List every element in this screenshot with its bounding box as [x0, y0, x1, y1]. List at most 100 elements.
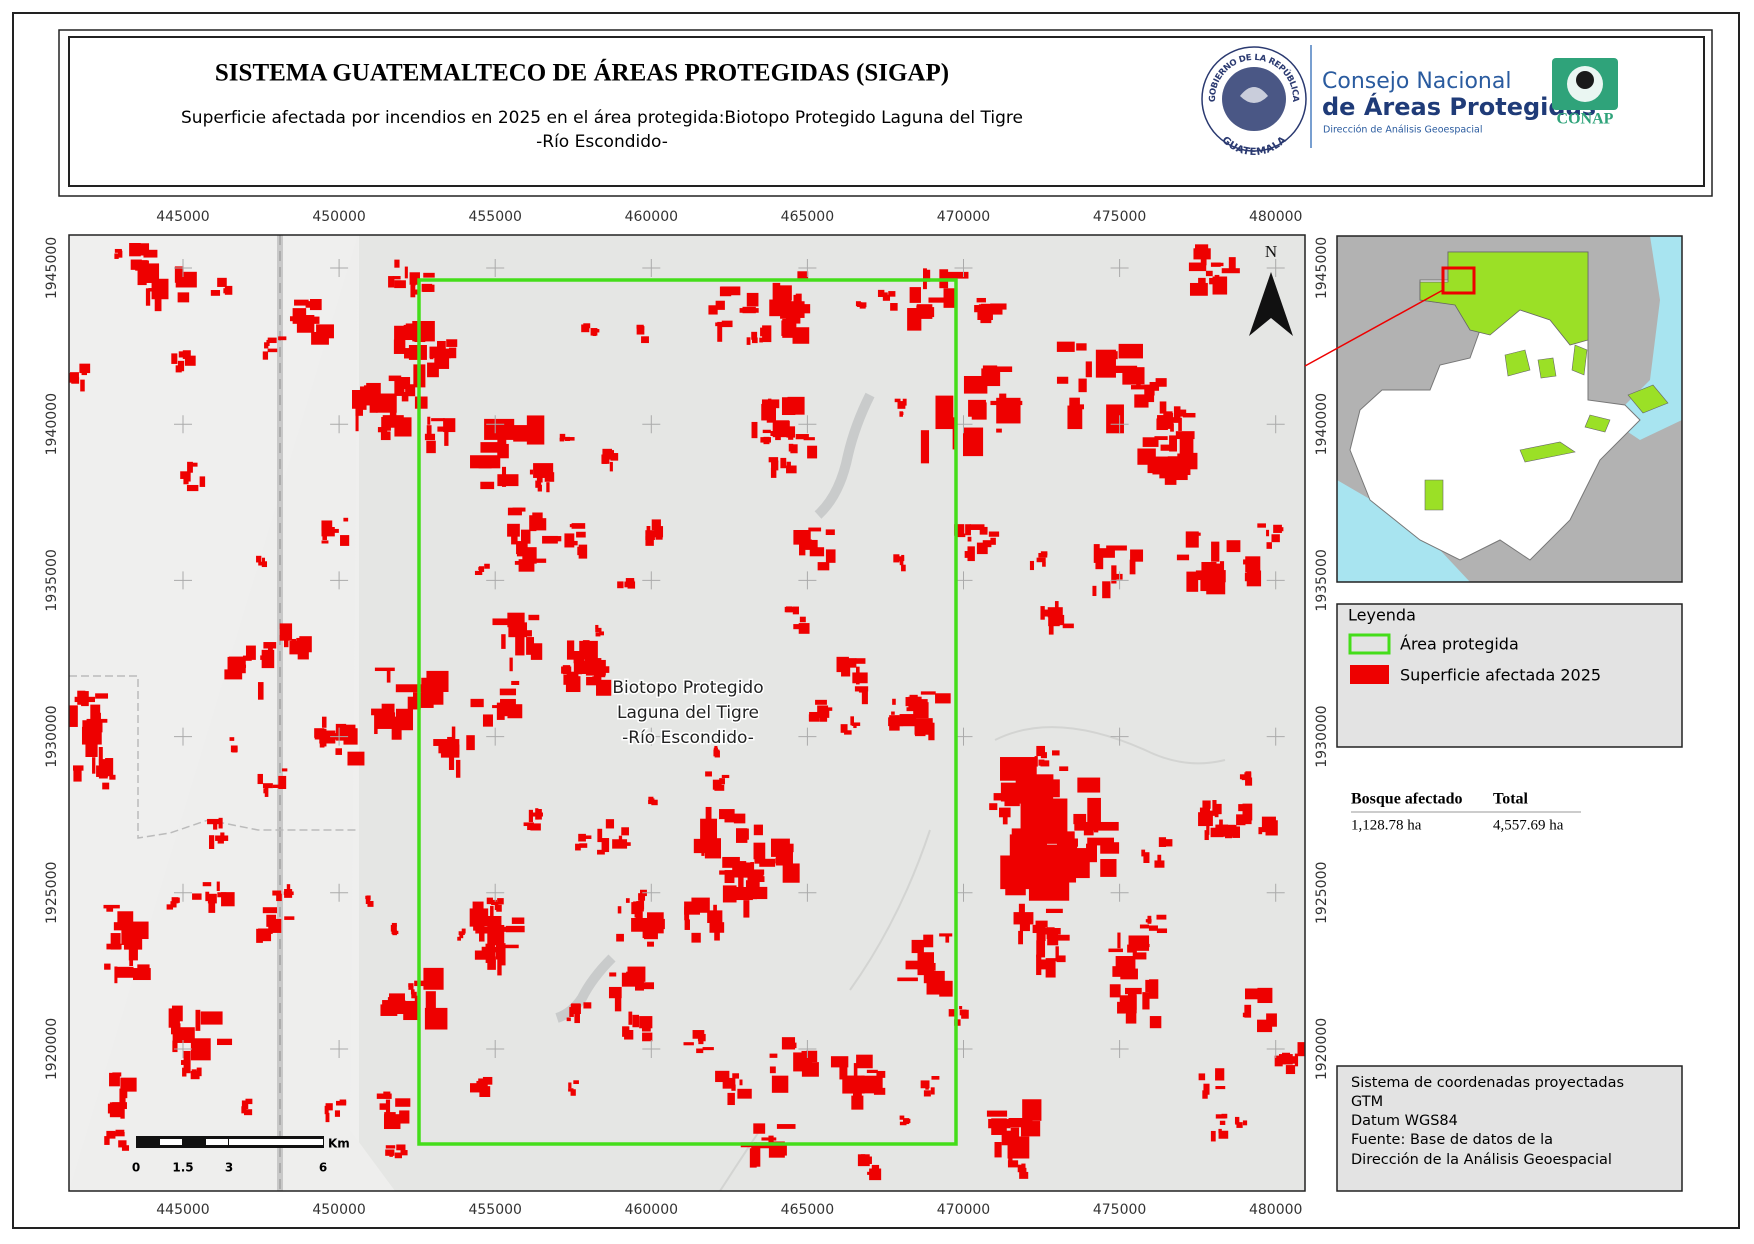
burn-patch	[529, 469, 534, 475]
burn-patch	[473, 918, 481, 931]
burn-patch	[1219, 819, 1223, 831]
burn-patch	[1266, 529, 1270, 537]
burn-patch	[976, 542, 988, 555]
scale-label: 1.5	[172, 1161, 193, 1175]
burn-patch	[480, 481, 495, 490]
grid-cross	[1266, 1040, 1285, 1058]
burn-patch	[410, 284, 416, 298]
burn-patch	[595, 624, 599, 629]
burn-patch	[748, 886, 768, 900]
burn-patch	[442, 350, 451, 359]
burn-patch	[1041, 609, 1051, 617]
burn-patch	[115, 1129, 125, 1133]
burn-patch	[267, 337, 277, 344]
burn-patch	[154, 297, 162, 312]
burn-patch	[712, 779, 722, 790]
burn-patch	[1176, 554, 1190, 561]
burn-patch	[1149, 1016, 1162, 1029]
map-lightzone	[69, 235, 395, 1191]
burn-patch	[559, 433, 566, 440]
burn-patch	[724, 870, 735, 884]
burn-patch	[69, 705, 78, 727]
burn-patch	[433, 739, 449, 746]
burn-patch	[98, 759, 108, 779]
burn-patch	[1185, 531, 1199, 548]
grid-cross	[642, 415, 661, 434]
conap-name: Consejo Nacional	[1322, 69, 1511, 94]
burn-patch	[1205, 270, 1213, 277]
grid-cross	[1266, 571, 1285, 590]
burn-patch	[69, 372, 79, 380]
burn-patch	[631, 902, 635, 915]
table-cell: 1,128.78 ha	[1351, 817, 1422, 833]
burn-patch	[990, 537, 996, 545]
burn-patch	[836, 656, 849, 673]
grid-cross	[330, 883, 349, 902]
burn-patch	[533, 463, 554, 478]
burn-patch	[1257, 987, 1273, 1004]
burn-patch	[424, 433, 436, 441]
burn-patch	[955, 533, 966, 538]
legend-item: Área protegida	[1400, 635, 1519, 654]
scale-label: 3	[225, 1161, 233, 1175]
burn-patch	[721, 320, 733, 328]
grid-cross	[330, 571, 349, 590]
burn-patch	[475, 926, 496, 934]
burn-patch	[769, 1053, 778, 1058]
grid-cross	[1110, 883, 1129, 902]
burn-patch	[648, 796, 654, 803]
info-line: Dirección de la Análisis Geoespacial	[1351, 1152, 1612, 1168]
burn-patch	[577, 546, 583, 556]
burn-patch	[530, 823, 541, 831]
burn-patch	[647, 941, 654, 947]
burn-patch	[245, 1098, 253, 1105]
burn-patch	[691, 932, 701, 943]
outer-border	[12, 12, 1740, 1229]
burn-patch	[284, 916, 295, 920]
burn-patch	[360, 386, 367, 410]
grid-cross	[798, 259, 817, 277]
burn-patch	[1245, 771, 1252, 777]
burn-patch	[263, 642, 277, 649]
burn-patch	[1117, 1001, 1126, 1014]
burn-patch	[279, 623, 293, 641]
burn-patch	[563, 674, 574, 685]
grid-cross	[954, 259, 973, 277]
grid-cross	[174, 571, 192, 590]
burn-patch	[474, 570, 483, 576]
burn-patch	[617, 581, 624, 589]
burn-patch	[1157, 415, 1164, 419]
burn-patch	[888, 291, 896, 297]
burn-patch	[478, 1078, 488, 1088]
boundary	[69, 675, 358, 839]
x-coordinate-label: 445000	[156, 209, 209, 225]
burn-patch	[228, 656, 245, 670]
burn-patch	[110, 933, 121, 950]
burn-patch	[582, 640, 590, 649]
burn-patch	[850, 716, 854, 726]
burn-patch	[515, 632, 525, 656]
burn-patch	[651, 519, 661, 531]
burn-patch	[998, 807, 1011, 818]
burn-patch	[1221, 268, 1240, 274]
burn-patch	[1156, 861, 1163, 866]
burn-patch	[1285, 1065, 1296, 1075]
burn-patch	[564, 533, 575, 548]
burn-patch	[120, 1100, 125, 1119]
legend-item: Superficie afectada 2025	[1400, 666, 1601, 685]
burn-patch	[151, 278, 169, 300]
burn-patch	[817, 562, 830, 571]
north-arrow	[1249, 272, 1293, 336]
x-coordinate-label: 475000	[1093, 209, 1146, 225]
burn-patch	[278, 336, 287, 341]
burn-patch	[830, 1056, 849, 1068]
burn-patch	[774, 843, 794, 853]
burn-patch	[732, 861, 747, 878]
burn-patch	[451, 726, 456, 742]
burn-patch	[511, 630, 532, 637]
burn-patch	[1154, 436, 1168, 441]
burn-patch	[109, 774, 116, 780]
burn-patch	[897, 977, 918, 982]
burn-patch	[876, 1070, 886, 1078]
burn-patch	[844, 730, 852, 735]
